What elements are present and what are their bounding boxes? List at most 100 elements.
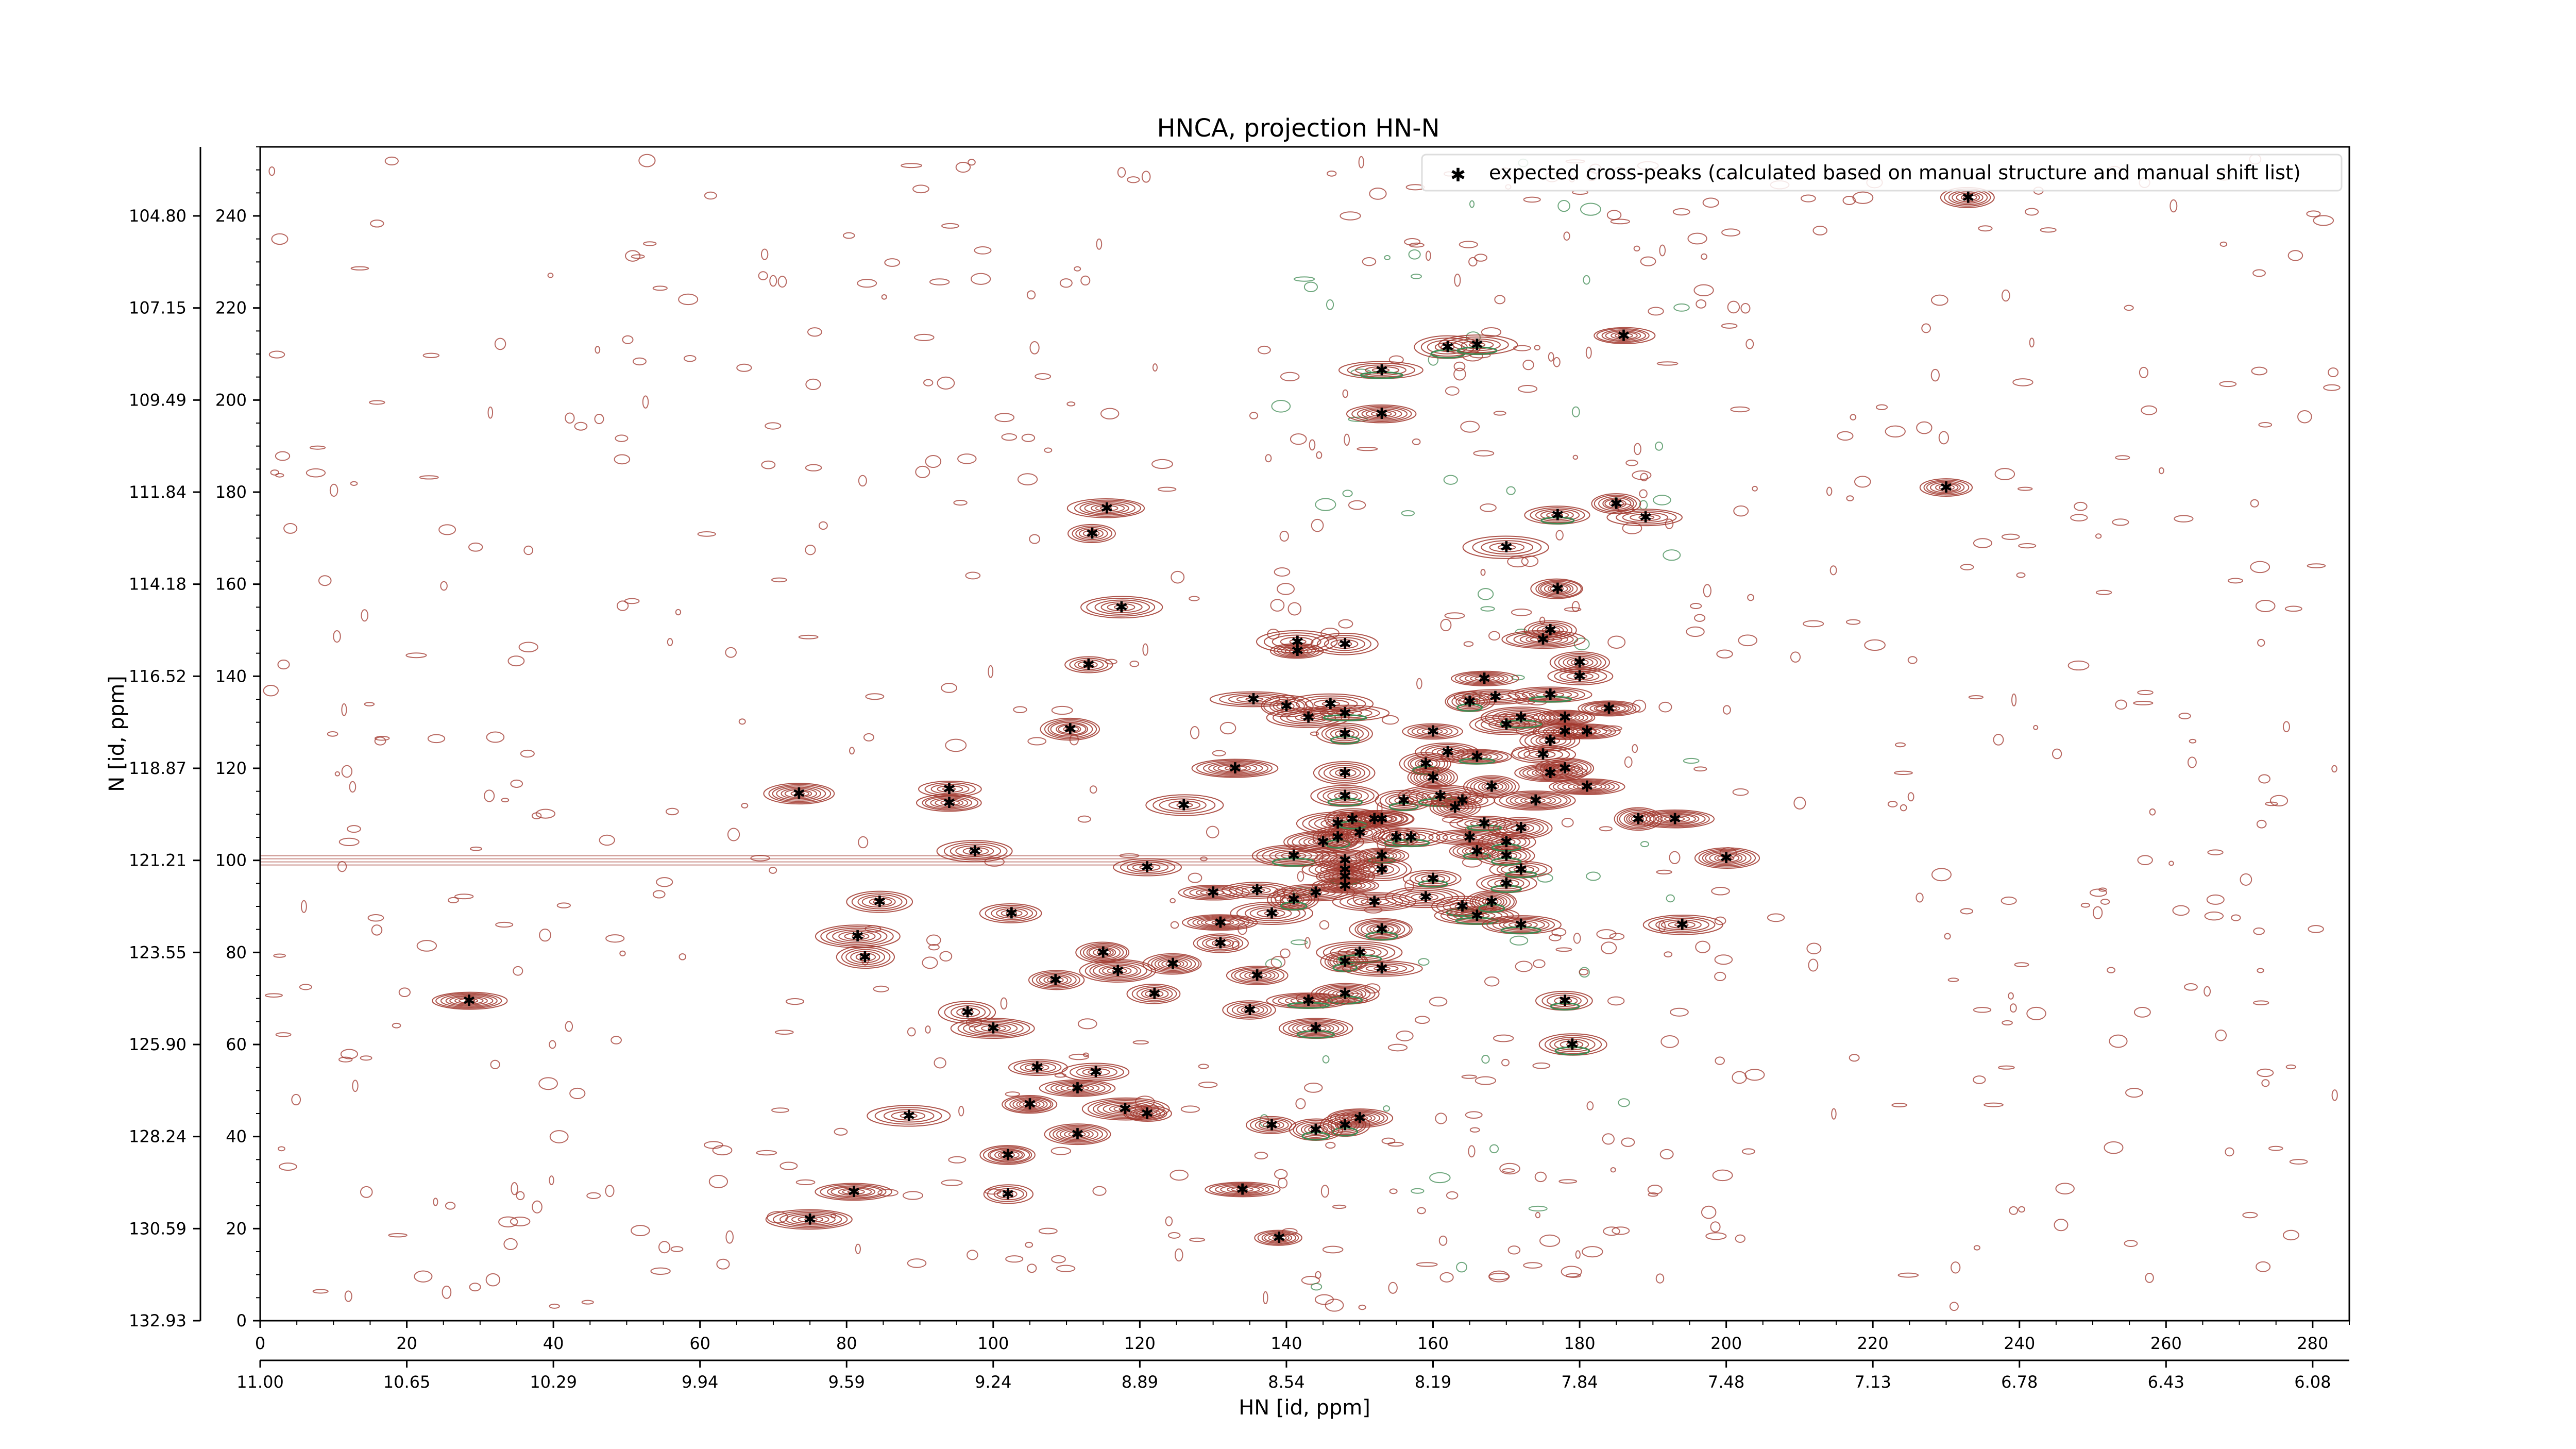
- peak-contour: [1548, 713, 1581, 722]
- peak-contour: [1254, 1229, 1302, 1246]
- peak-contour: [1655, 814, 1696, 824]
- noise-contour: [1653, 495, 1671, 506]
- noise-contour: [2052, 748, 2062, 760]
- peak-contour: [962, 847, 989, 855]
- noise-contour: [1960, 564, 1974, 570]
- peak-contour: [432, 991, 508, 1010]
- expected-cross-peak-marker: ✱: [1470, 843, 1483, 861]
- peak-contour: [1375, 817, 1387, 821]
- peak-contour: [1549, 651, 1610, 674]
- expected-cross-peak-marker: ✱: [1573, 667, 1586, 685]
- peak-contour: [1441, 750, 1453, 754]
- peak-contour: [1642, 915, 1723, 935]
- peak-contour: [1582, 730, 1592, 733]
- peak-contour: [1481, 782, 1503, 791]
- peak-contour: [768, 784, 832, 803]
- peak-contour: [1547, 584, 1568, 593]
- peak-contour: [1136, 1109, 1158, 1118]
- peak-contour: [1649, 813, 1700, 825]
- peak-contour: [1418, 895, 1433, 900]
- noise-contour: [785, 998, 805, 1005]
- peak-contour: [1089, 962, 1147, 980]
- peak-contour: [1449, 797, 1476, 804]
- peak-contour: [1473, 779, 1510, 794]
- noise-contour: [670, 1246, 684, 1252]
- noise-contour: [1274, 567, 1291, 577]
- peak-contour: [1503, 920, 1538, 930]
- noise-contour: [1849, 1054, 1860, 1062]
- noise-contour: [1721, 323, 1738, 329]
- noise-contour: [414, 1270, 433, 1283]
- peak-contour: [1337, 813, 1367, 825]
- expected-cross-peak-marker: ✱: [1247, 690, 1260, 709]
- peak-contour: [1702, 850, 1752, 867]
- peak-contour: [1529, 750, 1556, 759]
- peak-contour: [1554, 996, 1578, 1005]
- peak-contour: [1313, 761, 1376, 785]
- noise-contour: [665, 807, 679, 816]
- peak-contour: [988, 1026, 1001, 1031]
- x-ppm-tick-label: 8.89: [1122, 1372, 1158, 1392]
- x-tick-label: 100: [977, 1334, 1009, 1353]
- expected-cross-peak-marker: ✱: [1331, 815, 1344, 833]
- noise-contour: [1842, 195, 1856, 205]
- peak-contour: [1045, 1081, 1111, 1096]
- noise-contour: [329, 483, 338, 497]
- x-ppm-tick-label: 9.59: [828, 1372, 865, 1392]
- expected-cross-peak-marker: ✱: [1148, 985, 1161, 1003]
- noise-contour: [1732, 1071, 1747, 1084]
- peak-contour: [1640, 811, 1710, 828]
- noise-contour: [1846, 495, 1854, 501]
- peak-contour: [1364, 814, 1398, 824]
- negative-peak-contour: [1388, 802, 1419, 811]
- peak-contour: [1357, 920, 1405, 938]
- noise-contour: [1342, 490, 1353, 497]
- peak-contour: [1705, 851, 1747, 865]
- peak-contour: [1614, 332, 1633, 339]
- peak-contour: [1563, 726, 1612, 737]
- peak-contour: [1316, 879, 1376, 893]
- peak-contour: [1338, 794, 1351, 798]
- peak-contour: [846, 890, 913, 913]
- peak-contour: [1501, 853, 1513, 858]
- noise-contour: [2115, 455, 2130, 460]
- noise-contour: [913, 333, 935, 341]
- noise-contour: [1026, 290, 1036, 300]
- peak-contour: [1604, 499, 1626, 509]
- peak-contour: [1286, 693, 1374, 715]
- noise-contour: [2095, 589, 2112, 595]
- peak-contour: [790, 790, 809, 797]
- noise-contour: [1978, 225, 1993, 232]
- expected-cross-peak-marker: ✱: [1302, 709, 1315, 727]
- peak-contour: [1098, 950, 1107, 954]
- noise-contour: [1409, 242, 1425, 248]
- peak-contour: [969, 849, 982, 854]
- negative-peak-contour: [1466, 824, 1502, 832]
- noise-contour: [1189, 596, 1200, 601]
- noise-contour: [371, 924, 383, 936]
- peak-contour: [994, 1150, 1023, 1160]
- noise-contour: [625, 250, 641, 262]
- noise-contour: [771, 577, 787, 583]
- peak-contour: [1063, 726, 1079, 733]
- negative-peak-contour: [1491, 857, 1522, 866]
- noise-contour: [1488, 631, 1500, 641]
- noise-contour: [1089, 785, 1097, 794]
- peak-contour: [859, 954, 871, 959]
- peak-contour: [1570, 659, 1589, 666]
- peak-contour: [1601, 329, 1646, 342]
- noise-contour: [1074, 266, 1081, 272]
- noise-contour: [1655, 441, 1664, 451]
- expected-cross-peak-marker: ✱: [1456, 898, 1469, 916]
- peak-contour: [832, 929, 882, 943]
- noise-contour: [1440, 618, 1452, 632]
- noise-contour: [275, 451, 291, 461]
- peak-contour: [1208, 762, 1263, 774]
- noise-contour: [638, 154, 656, 167]
- peak-contour: [1310, 633, 1379, 655]
- noise-contour: [1387, 1141, 1404, 1147]
- peak-contour: [942, 787, 956, 791]
- peak-contour: [1355, 831, 1366, 835]
- peak-contour: [1481, 540, 1534, 555]
- noise-contour: [901, 163, 923, 169]
